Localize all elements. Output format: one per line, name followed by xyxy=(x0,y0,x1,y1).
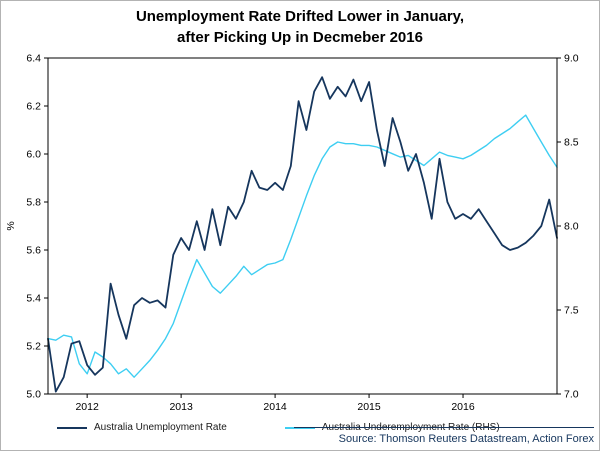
svg-text:5.0: 5.0 xyxy=(26,389,41,401)
svg-text:8.5: 8.5 xyxy=(564,137,579,149)
svg-text:7.0: 7.0 xyxy=(564,389,579,401)
svg-text:2015: 2015 xyxy=(357,401,381,413)
svg-text:5.8: 5.8 xyxy=(26,197,41,209)
chart-title: Unemployment Rate Drifted Lower in Janua… xyxy=(1,6,599,48)
svg-text:2013: 2013 xyxy=(169,401,193,413)
svg-text:7.5: 7.5 xyxy=(564,305,579,317)
svg-text:%: % xyxy=(5,221,17,230)
svg-text:6.0: 6.0 xyxy=(26,149,41,161)
chart-title-line2: after Picking Up in Decmeber 2016 xyxy=(177,29,423,46)
svg-text:5.4: 5.4 xyxy=(26,293,41,305)
svg-text:6.4: 6.4 xyxy=(26,53,41,65)
line-chart: 5.0 5.2 5.4 5.6 5.8 6.0 6.2 6.4 7.0 7.5 8.0 8.5 9.0 2… xyxy=(5,53,579,414)
svg-text:5.2: 5.2 xyxy=(26,341,41,353)
svg-text:8.0: 8.0 xyxy=(564,221,579,233)
svg-text:5.6: 5.6 xyxy=(26,245,41,257)
svg-text:2012: 2012 xyxy=(75,401,99,413)
unemployment-line-swatch xyxy=(57,426,87,429)
legend-label-unemployment: Australia Unemployment Rate xyxy=(94,422,227,433)
svg-text:2016: 2016 xyxy=(451,401,475,413)
svg-text:2014: 2014 xyxy=(263,401,287,413)
source-attribution: Source: Thomson Reuters Datastream, Acti… xyxy=(294,427,594,447)
legend-item-unemployment: Australia Unemployment Rate xyxy=(57,422,227,433)
source-text: Source: Thomson Reuters Datastream, Acti… xyxy=(338,433,594,445)
svg-text:6.2: 6.2 xyxy=(26,101,41,113)
svg-text:9.0: 9.0 xyxy=(564,53,579,65)
chart-title-line1: Unemployment Rate Drifted Lower in Janua… xyxy=(135,8,465,25)
